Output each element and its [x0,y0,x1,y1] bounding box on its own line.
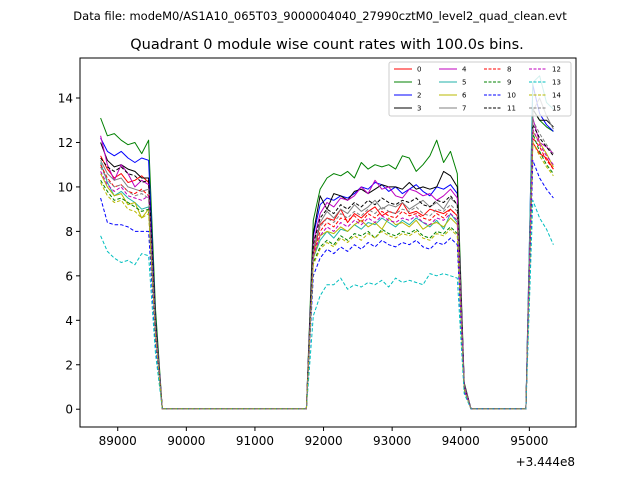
legend-label-8: 8 [507,66,511,74]
legend-label-0: 0 [417,66,421,74]
y-tick-label: 10 [58,180,73,194]
y-tick-label: 2 [65,358,73,372]
series-layer [100,75,554,410]
y-tick-label: 8 [65,225,73,239]
x-tick-label: 91000 [236,434,274,448]
y-tick-label: 14 [58,92,73,106]
legend-label-11: 11 [507,105,516,113]
x-axis: 89000 90000 91000 92000 93000 94000 95000 [99,427,548,448]
legend-label-4: 4 [462,66,467,74]
x-tick-label: 95000 [510,434,548,448]
legend-label-15: 15 [552,105,561,113]
legend-label-9: 9 [507,79,511,87]
x-tick-label: 92000 [304,434,342,448]
y-tick-label: 6 [65,269,73,283]
x-tick-label: 93000 [373,434,411,448]
chart-title: Quadrant 0 module wise count rates with … [130,37,524,53]
legend-label-6: 6 [462,92,467,100]
x-tick-label: 90000 [167,434,205,448]
legend-label-5: 5 [462,79,466,87]
legend-frame [388,61,572,117]
legend-label-2: 2 [417,92,421,100]
x-tick-label: 89000 [99,434,137,448]
legend-label-7: 7 [462,105,466,113]
plot-frame [79,57,577,428]
y-axis: 0 2 4 6 8 10 12 14 [58,92,80,417]
suptitle: Data file: modeM0/AS1A10_065T03_90000040… [73,9,567,23]
x-tick-label: 94000 [442,434,480,448]
x-offset-label: +3.444e8 [516,455,575,469]
legend-label-10: 10 [507,92,516,100]
y-tick-label: 4 [65,314,73,328]
legend-label-13: 13 [552,79,561,87]
series-line-14 [100,142,554,410]
legend-label-12: 12 [552,66,561,74]
legend-label-14: 14 [552,92,561,100]
legend-label-1: 1 [417,79,421,87]
y-tick-label: 0 [65,403,73,417]
y-tick-label: 12 [58,136,73,150]
legend-label-3: 3 [417,105,421,113]
